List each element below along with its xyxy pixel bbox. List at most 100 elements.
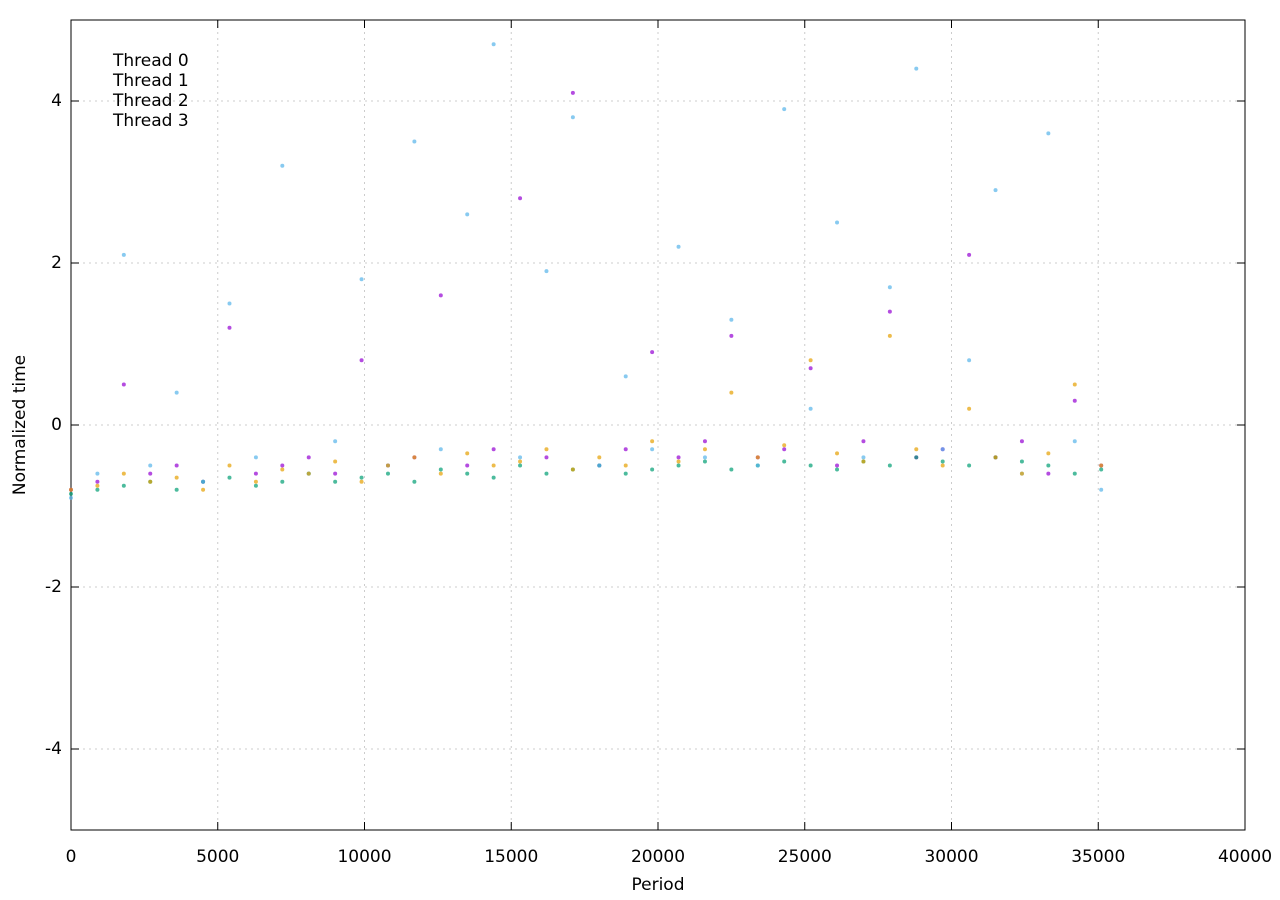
point [835, 451, 840, 456]
point [280, 463, 285, 468]
point [491, 447, 496, 452]
point [69, 491, 73, 496]
y-tick-label: 4 [51, 91, 62, 111]
point [808, 406, 813, 411]
point [887, 309, 892, 314]
legend-label: Thread 1 [112, 71, 189, 91]
point [359, 277, 364, 282]
point [280, 479, 285, 484]
point [253, 455, 258, 460]
point [1046, 463, 1051, 468]
x-tick-label: 10000 [337, 847, 391, 867]
point [729, 390, 734, 395]
point [702, 459, 707, 464]
point [95, 479, 100, 484]
point [465, 463, 470, 468]
point [438, 471, 443, 476]
point [782, 107, 787, 112]
point [385, 471, 390, 476]
point [1019, 439, 1024, 444]
point [227, 463, 232, 468]
point [755, 463, 760, 468]
point [702, 455, 707, 460]
point [967, 463, 972, 468]
point [570, 467, 575, 472]
x-tick-label: 5000 [196, 847, 239, 867]
point [518, 459, 523, 464]
point [412, 455, 417, 460]
point [887, 333, 892, 338]
point [623, 471, 628, 476]
point [438, 467, 443, 472]
point [227, 325, 232, 330]
point [729, 317, 734, 322]
point [359, 479, 364, 484]
point [597, 463, 602, 468]
point [359, 475, 364, 480]
point [333, 471, 338, 476]
point [993, 188, 998, 193]
point [201, 487, 206, 492]
point [1072, 471, 1077, 476]
point [835, 467, 840, 472]
point [914, 455, 919, 460]
point [1072, 398, 1077, 403]
point [333, 479, 338, 484]
point [306, 455, 311, 460]
point [940, 447, 945, 452]
y-axis-label: Normalized time [10, 355, 30, 495]
point [95, 471, 100, 476]
x-axis-label: Period [631, 875, 684, 895]
y-tick-label: -2 [45, 577, 62, 597]
point [148, 463, 153, 468]
point [69, 487, 73, 492]
point [835, 220, 840, 225]
point [544, 455, 549, 460]
point [967, 358, 972, 363]
point [623, 374, 628, 379]
point [121, 483, 126, 488]
point [465, 212, 470, 217]
point [993, 455, 998, 460]
point [861, 459, 866, 464]
point [1099, 467, 1104, 472]
y-tick-label: -4 [45, 739, 62, 759]
point [544, 269, 549, 274]
plot-frame [70, 19, 1246, 831]
point [385, 463, 390, 468]
point [227, 475, 232, 480]
point [174, 475, 179, 480]
point [253, 471, 258, 476]
point [782, 443, 787, 448]
point [201, 479, 206, 484]
x-tick-label: 25000 [778, 847, 832, 867]
point [1072, 382, 1077, 387]
point [174, 463, 179, 468]
point [253, 483, 258, 488]
point [121, 252, 126, 257]
legend-label: Thread 0 [112, 51, 189, 71]
point [782, 459, 787, 464]
point [1019, 459, 1024, 464]
point [570, 90, 575, 95]
point [676, 244, 681, 249]
point [491, 42, 496, 47]
point [69, 495, 73, 500]
x-tick-label: 15000 [484, 847, 538, 867]
point [174, 487, 179, 492]
point [438, 293, 443, 298]
point [280, 163, 285, 168]
point [121, 471, 126, 476]
point [148, 479, 153, 484]
point [253, 479, 258, 484]
point [650, 439, 655, 444]
point [967, 252, 972, 257]
point [702, 447, 707, 452]
point [887, 463, 892, 468]
point [702, 439, 707, 444]
point [1046, 471, 1051, 476]
x-tick-label: 30000 [924, 847, 978, 867]
point [597, 455, 602, 460]
point [227, 301, 232, 306]
point [940, 463, 945, 468]
